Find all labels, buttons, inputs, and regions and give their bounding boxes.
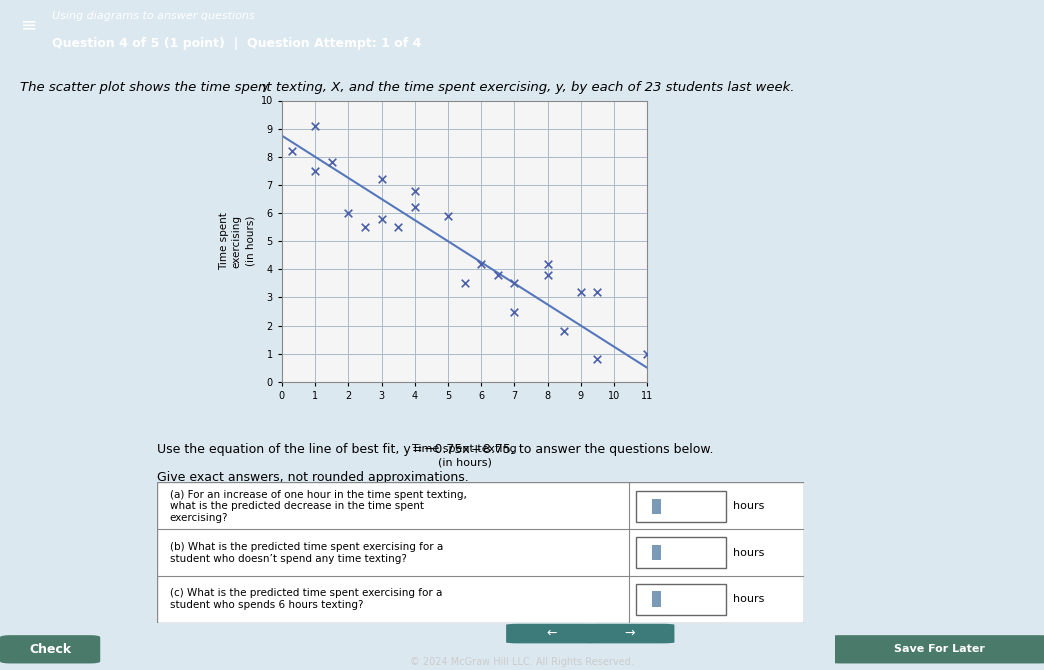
- Text: Use the equation of the line of best fit, y = −0.75x + 8.75, to answer the quest: Use the equation of the line of best fit…: [157, 443, 713, 456]
- FancyBboxPatch shape: [829, 635, 1044, 663]
- Point: [324, 157, 340, 168]
- FancyBboxPatch shape: [636, 491, 727, 522]
- Point: [506, 278, 523, 289]
- FancyBboxPatch shape: [651, 592, 662, 607]
- Point: [440, 210, 456, 221]
- FancyBboxPatch shape: [506, 624, 597, 643]
- Point: [589, 287, 606, 297]
- Point: [555, 326, 572, 336]
- Text: Give exact answers, not rounded approximations.: Give exact answers, not rounded approxim…: [157, 471, 469, 484]
- Point: [473, 259, 490, 269]
- Text: ←: ←: [546, 627, 556, 640]
- FancyBboxPatch shape: [584, 624, 674, 643]
- Text: y: y: [262, 82, 268, 92]
- Point: [406, 202, 423, 213]
- Point: [373, 174, 389, 185]
- Text: →: →: [624, 627, 635, 640]
- Point: [589, 354, 606, 364]
- Point: [340, 208, 357, 218]
- Point: [639, 348, 656, 359]
- Text: ≡: ≡: [21, 15, 38, 34]
- Point: [373, 213, 389, 224]
- Point: [540, 259, 556, 269]
- Text: Time spent texting
(in hours): Time spent texting (in hours): [412, 444, 517, 468]
- Text: © 2024 McGraw Hill LLC. All Rights Reserved.: © 2024 McGraw Hill LLC. All Rights Reser…: [410, 657, 634, 667]
- FancyBboxPatch shape: [636, 537, 727, 568]
- Point: [490, 269, 506, 280]
- Point: [307, 165, 324, 176]
- FancyBboxPatch shape: [651, 545, 662, 561]
- Text: hours: hours: [733, 501, 764, 511]
- Text: Question 4 of 5 (1 point)  |  Question Attempt: 1 of 4: Question 4 of 5 (1 point) | Question Att…: [52, 38, 422, 50]
- Point: [572, 287, 589, 297]
- Text: The scatter plot shows the time spent texting, X, and the time spent exercising,: The scatter plot shows the time spent te…: [20, 80, 794, 94]
- Point: [357, 222, 374, 232]
- FancyBboxPatch shape: [651, 498, 662, 514]
- Point: [284, 146, 301, 157]
- Text: hours: hours: [733, 594, 764, 604]
- Point: [406, 185, 423, 196]
- Point: [456, 278, 473, 289]
- Y-axis label: Time spent
exercising
(in hours): Time spent exercising (in hours): [218, 212, 255, 270]
- Text: hours: hours: [733, 548, 764, 557]
- Point: [389, 222, 406, 232]
- FancyBboxPatch shape: [157, 482, 804, 623]
- Point: [506, 306, 523, 317]
- FancyBboxPatch shape: [0, 635, 100, 663]
- Text: Save For Later: Save For Later: [894, 644, 986, 654]
- Text: (b) What is the predicted time spent exercising for a
student who doesn’t spend : (b) What is the predicted time spent exe…: [169, 542, 443, 563]
- FancyBboxPatch shape: [636, 584, 727, 614]
- Text: Using diagrams to answer questions: Using diagrams to answer questions: [52, 11, 255, 21]
- Text: (c) What is the predicted time spent exercising for a
student who spends 6 hours: (c) What is the predicted time spent exe…: [169, 588, 442, 610]
- Text: (a) For an increase of one hour in the time spent texting,
what is the predicted: (a) For an increase of one hour in the t…: [169, 490, 467, 523]
- Point: [540, 269, 556, 280]
- Point: [307, 121, 324, 131]
- Text: Check: Check: [29, 643, 71, 656]
